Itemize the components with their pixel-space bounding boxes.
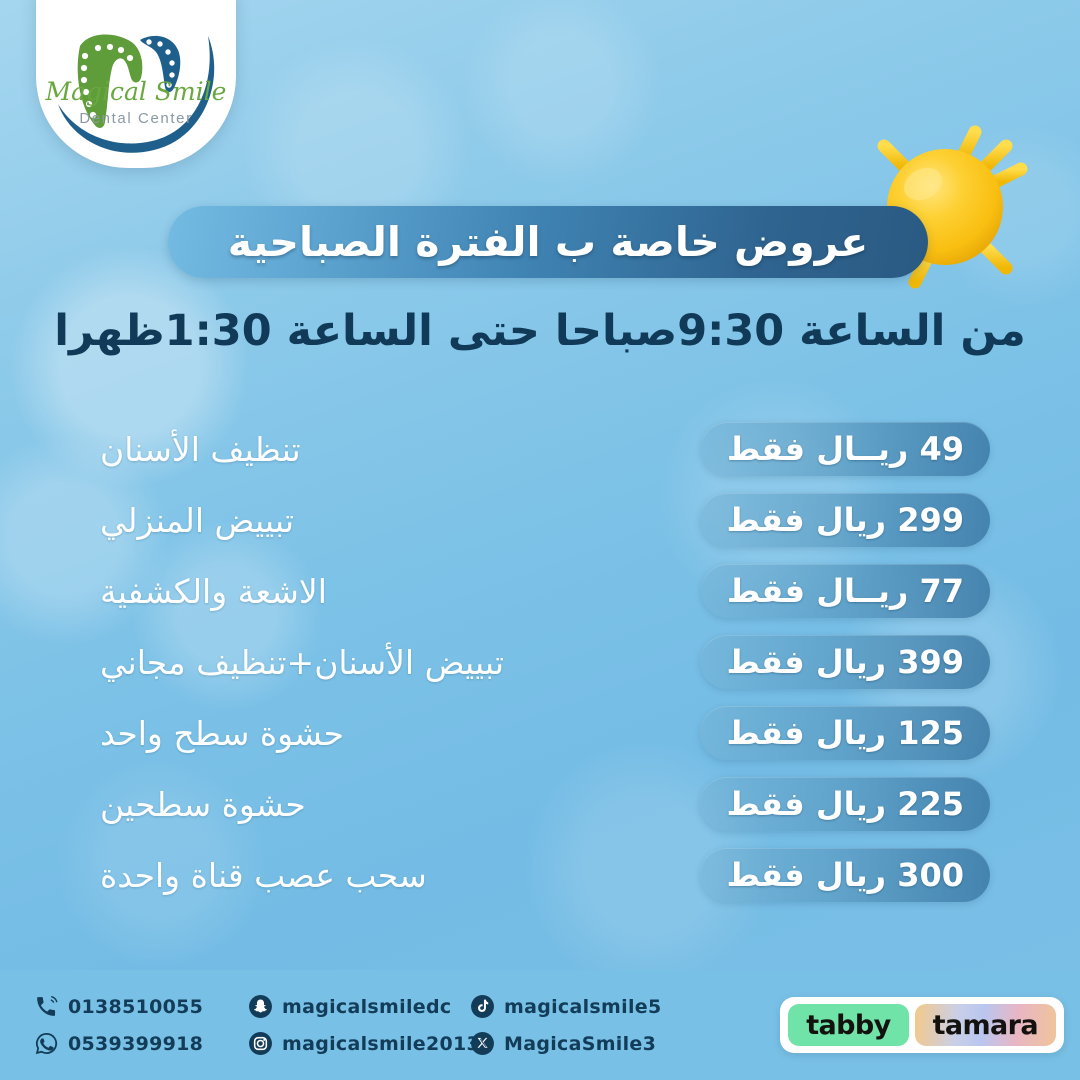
offer-row: 77 ريــال فقط الاشعة والكشفية: [90, 556, 990, 626]
tiktok-contact[interactable]: magicalsmile5: [470, 994, 670, 1019]
price-badge: 77 ريــال فقط: [700, 564, 990, 618]
x-contact[interactable]: MagicaSmile3: [470, 1031, 670, 1056]
service-label: تبييض المنزلي: [100, 500, 295, 540]
price-badge: 125 ريال فقط: [700, 706, 990, 760]
x-handle: MagicaSmile3: [504, 1032, 657, 1055]
offer-row: 299 ريال فقط تبييض المنزلي: [90, 485, 990, 555]
price-badge: 300 ريال فقط: [700, 848, 990, 902]
whatsapp-contact[interactable]: 0539399918: [34, 1031, 248, 1056]
headline-text: عروض خاصة ب الفترة الصباحية: [227, 218, 869, 266]
offer-row: 225 ريال فقط حشوة سطحين: [90, 769, 990, 839]
offers-list: 49 ريــال فقط تنظيف الأسنان 299 ريال فقط…: [90, 414, 990, 911]
offer-row: 125 ريال فقط حشوة سطح واحد: [90, 698, 990, 768]
contact-column-snap-insta: magicalsmiledc magicalsmile2013: [248, 994, 480, 1056]
contact-column-phones: 0138510055 0539399918: [34, 994, 248, 1056]
price-badge: 49 ريــال فقط: [700, 422, 990, 476]
tabby-badge[interactable]: tabby: [788, 1004, 909, 1046]
logo-tagline: Dental Center: [79, 110, 192, 127]
snapchat-icon: [249, 995, 272, 1018]
payment-badges: tabby tamara: [780, 997, 1064, 1053]
tiktok-icon: [471, 995, 494, 1018]
contact-column-tiktok-x: magicalsmile5 MagicaSmile3: [470, 994, 670, 1056]
tamara-badge[interactable]: tamara: [914, 1004, 1056, 1046]
service-label: حشوة سطحين: [100, 784, 306, 824]
whatsapp-number: 0539399918: [68, 1032, 204, 1055]
footer-bar: 0138510055 0539399918 magicalsmil: [0, 970, 1080, 1080]
magical-smile-logo: Magical Smile Dental Center: [45, 34, 227, 153]
headline-banner: عروض خاصة ب الفترة الصباحية: [168, 206, 928, 278]
service-label: الاشعة والكشفية: [100, 571, 327, 611]
whatsapp-icon: [35, 1033, 58, 1055]
price-badge: 225 ريال فقط: [700, 777, 990, 831]
price-badge: 399 ريال فقط: [700, 635, 990, 689]
service-label: حشوة سطح واحد: [100, 713, 345, 753]
offer-row: 49 ريــال فقط تنظيف الأسنان: [90, 414, 990, 484]
offer-row: 399 ريال فقط تبييض الأسنان+تنظيف مجاني: [90, 627, 990, 697]
snapchat-handle: magicalsmiledc: [282, 995, 452, 1018]
hours-subtitle: من الساعة 9:30صباحا حتى الساعة 1:30ظهرا: [54, 306, 1026, 356]
phone-number: 0138510055: [68, 995, 204, 1018]
service-label: تبييض الأسنان+تنظيف مجاني: [100, 642, 505, 682]
tiktok-handle: magicalsmile5: [504, 995, 662, 1018]
service-label: سحب عصب قناة واحدة: [100, 855, 427, 895]
price-badge: 299 ريال فقط: [700, 493, 990, 547]
instagram-contact[interactable]: magicalsmile2013: [248, 1031, 480, 1056]
contact-columns: 0138510055 0539399918 magicalsmil: [0, 994, 670, 1056]
phone-icon: [37, 995, 58, 1016]
snapchat-contact[interactable]: magicalsmiledc: [248, 994, 470, 1019]
service-label: تنظيف الأسنان: [100, 429, 301, 469]
instagram-handle: magicalsmile2013: [282, 1032, 481, 1055]
clinic-logo-card: Magical Smile Dental Center: [36, 0, 236, 168]
phone-contact[interactable]: 0138510055: [34, 994, 248, 1019]
instagram-icon: [249, 1032, 272, 1055]
offer-row: 300 ريال فقط سحب عصب قناة واحدة: [90, 840, 990, 910]
logo-wordmark: Magical Smile: [45, 77, 227, 106]
x-twitter-icon: [471, 1032, 494, 1055]
